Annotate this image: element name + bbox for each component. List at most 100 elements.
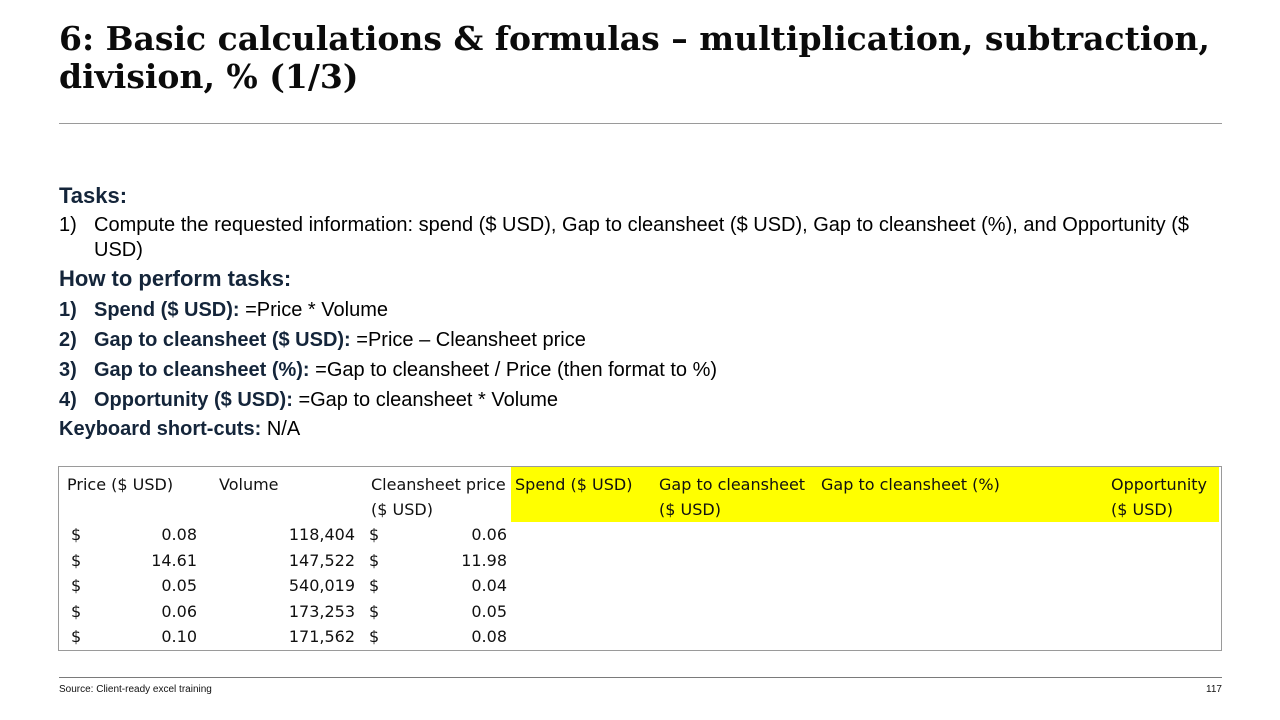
table-cell [813, 624, 1103, 650]
step-number: 3) [59, 359, 77, 381]
footer-divider [59, 677, 1222, 678]
table-cell: 171,562 [211, 624, 363, 650]
table-cell [813, 548, 1103, 574]
table-cell [813, 522, 1103, 548]
table-cell: $0.08 [59, 522, 211, 548]
currency-symbol: $ [71, 525, 82, 545]
currency-symbol: $ [369, 576, 380, 596]
table-cell [1103, 573, 1219, 599]
step-formula: =Price – Cleansheet price [356, 329, 586, 351]
table-cell [1103, 548, 1219, 574]
data-table: Price ($ USD) Volume Cleansheet price ($ … [59, 467, 1219, 650]
table-row: $0.06 173,253 $0.05 [59, 599, 1219, 625]
table-cell [651, 548, 813, 574]
table-cell [511, 599, 651, 625]
step-label: Opportunity ($ USD): [94, 389, 293, 411]
table-cell [651, 599, 813, 625]
volume-value: 118,404 [288, 525, 355, 545]
table-row: $0.08 118,404 $0.06 [59, 522, 1219, 548]
header-cleansheet: Cleansheet price ($ USD) [371, 475, 506, 519]
step-number: 4) [59, 389, 77, 411]
currency-symbol: $ [369, 627, 380, 647]
volume-value: 171,562 [288, 627, 355, 647]
step-label: Gap to cleansheet (%): [94, 359, 310, 381]
step-label: Gap to cleansheet ($ USD): [94, 329, 351, 351]
step-formula: =Gap to cleansheet * Volume [298, 389, 559, 411]
tasks-heading: Tasks: [59, 183, 128, 208]
table-cell: $0.05 [59, 573, 211, 599]
step-spend: 1) Spend ($ USD): =Price * Volume [59, 295, 1222, 325]
table-cell [1103, 624, 1219, 650]
how-heading: How to perform tasks: [59, 266, 292, 291]
table-body: $0.08 118,404 $0.06 $14.61 147,522 $11.98 $0.0… [59, 522, 1219, 650]
volume-value: 540,019 [288, 576, 355, 596]
cleansheet-value: 0.04 [471, 576, 507, 596]
shortcuts-label: Keyboard short-cuts: [59, 418, 262, 440]
table-cell [511, 548, 651, 574]
currency-symbol: $ [369, 601, 380, 621]
table-cell [511, 624, 651, 650]
table-cell: 118,404 [211, 522, 363, 548]
source-note: Source: Client-ready excel training [59, 684, 212, 695]
price-value: 0.06 [161, 601, 197, 621]
page-title: 6: Basic calculations & formulas – multi… [59, 19, 1210, 96]
cleansheet-value: 0.05 [471, 601, 507, 621]
table-cell: 173,253 [211, 599, 363, 625]
table-cell: $0.06 [59, 599, 211, 625]
table-cell: $0.05 [363, 599, 511, 625]
table-cell: 147,522 [211, 548, 363, 574]
step-gap-usd: 2) Gap to cleansheet ($ USD): =Price – C… [59, 325, 1222, 355]
currency-symbol: $ [71, 627, 82, 647]
step-number: 1) [59, 299, 77, 321]
table-header-row: Price ($ USD) Volume Cleansheet price ($ … [59, 467, 1219, 522]
cleansheet-value: 0.06 [471, 525, 507, 545]
table-cell [1103, 599, 1219, 625]
header-opportunity: Opportunity ($ USD) [1103, 467, 1219, 522]
price-value: 0.08 [161, 525, 197, 545]
table-row: $14.61 147,522 $11.98 [59, 548, 1219, 574]
step-opportunity: 4) Opportunity ($ USD): =Gap to cleanshe… [59, 385, 1222, 415]
currency-symbol: $ [71, 550, 82, 570]
table-cell: $0.10 [59, 624, 211, 650]
table-cell [1103, 522, 1219, 548]
keyboard-shortcuts: Keyboard short-cuts: N/A [59, 415, 1222, 443]
header-price: Price ($ USD) [67, 475, 174, 494]
title-divider [59, 123, 1222, 124]
table-cell: $11.98 [363, 548, 511, 574]
currency-symbol: $ [71, 601, 82, 621]
volume-value: 173,253 [288, 601, 355, 621]
task-text: Compute the requested information: spend… [94, 214, 1190, 261]
header-volume: Volume [219, 475, 279, 494]
table-cell: $0.04 [363, 573, 511, 599]
shortcuts-value: N/A [266, 418, 301, 440]
header-spend: Spend ($ USD) [511, 467, 651, 522]
table-cell [813, 573, 1103, 599]
price-value: 0.05 [161, 576, 197, 596]
header-gap-pct: Gap to cleansheet (%) [813, 467, 1103, 522]
price-value: 0.10 [161, 627, 197, 647]
task-item: 1) Compute the requested information: sp… [59, 213, 1222, 263]
table-cell: $0.06 [363, 522, 511, 548]
table-cell: 540,019 [211, 573, 363, 599]
table-row: $0.10 171,562 $0.08 [59, 624, 1219, 650]
page-number: 117 [1206, 684, 1222, 695]
table-cell [651, 522, 813, 548]
currency-symbol: $ [369, 550, 380, 570]
cleansheet-value: 0.08 [471, 627, 507, 647]
currency-symbol: $ [71, 576, 82, 596]
table-cell [511, 573, 651, 599]
table-cell: $0.08 [363, 624, 511, 650]
step-number: 2) [59, 329, 77, 351]
step-formula: =Gap to cleansheet / Price (then format … [315, 359, 718, 381]
table-cell [651, 573, 813, 599]
volume-value: 147,522 [288, 550, 355, 570]
task-number: 1) [59, 214, 77, 236]
instructions: Tasks: 1) Compute the requested informat… [59, 182, 1222, 443]
data-table-image: Price ($ USD) Volume Cleansheet price ($ … [58, 466, 1222, 651]
cleansheet-value: 11.98 [461, 550, 507, 570]
step-label: Spend ($ USD): [94, 299, 240, 321]
table-cell [813, 599, 1103, 625]
header-gap-usd: Gap to cleansheet ($ USD) [651, 467, 813, 522]
table-cell [511, 522, 651, 548]
table-cell [651, 624, 813, 650]
